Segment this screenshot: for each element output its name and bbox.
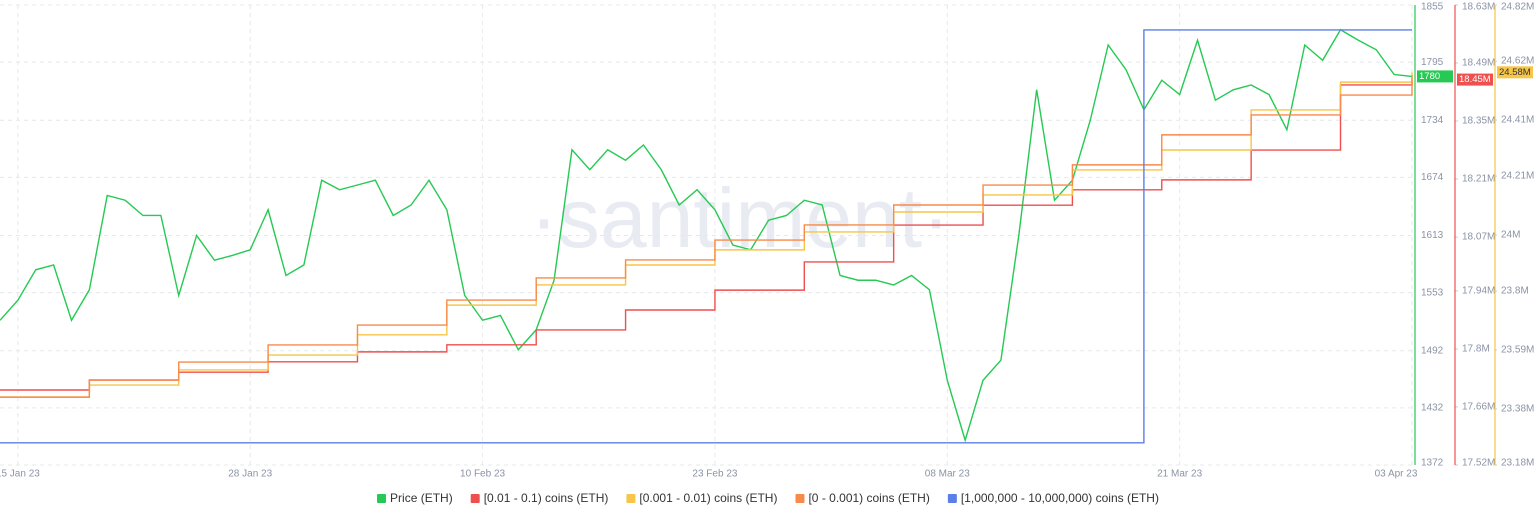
y-tick-label: 1553 — [1421, 287, 1444, 298]
x-tick-label: 21 Mar 23 — [1157, 469, 1202, 480]
y-tick-label: 24.41M — [1501, 115, 1534, 126]
legend-swatch — [626, 494, 636, 503]
y-tick-label: 23.38M — [1501, 404, 1534, 415]
y-tick-label: 1492 — [1421, 345, 1444, 356]
y-tick-label: 23.8M — [1501, 286, 1529, 297]
legend-label: [1,000,000 - 10,000,000) coins (ETH) — [961, 491, 1159, 505]
legend-label: [0.001 - 0.01) coins (ETH) — [639, 491, 777, 505]
legend-label: [0 - 0.001) coins (ETH) — [808, 491, 929, 505]
y-tick-label: 17.94M — [1462, 286, 1495, 297]
x-tick-label: 15 Jan 23 — [0, 469, 40, 480]
legend-label: [0.01 - 0.1) coins (ETH) — [484, 491, 609, 505]
x-tick-label: 23 Feb 23 — [692, 469, 737, 480]
value-badge-label: 24.58M — [1499, 67, 1531, 78]
y-tick-label: 18.63M — [1462, 2, 1495, 13]
series-line — [0, 29, 1412, 444]
y-tick-label: 18.49M — [1462, 58, 1495, 69]
y-tick-label: 17.8M — [1462, 344, 1490, 355]
value-badge — [1457, 73, 1493, 86]
x-tick-label: 10 Feb 23 — [460, 469, 505, 480]
y-tick-label: 23.18M — [1501, 458, 1534, 469]
y-tick-label: 17.66M — [1462, 402, 1495, 413]
value-badge-label: 18.45M — [1459, 74, 1491, 85]
y-tick-label: 1795 — [1421, 57, 1444, 68]
x-tick-label: 28 Jan 23 — [228, 469, 272, 480]
legend-swatch — [795, 494, 805, 503]
y-tick-label: 17.52M — [1462, 458, 1495, 469]
value-badge — [1497, 66, 1533, 79]
y-tick-label: 1372 — [1421, 458, 1444, 469]
y-tick-label: 18.35M — [1462, 116, 1495, 127]
y-tick-label: 18.21M — [1462, 174, 1495, 185]
y-tick-label: 24.62M — [1501, 56, 1534, 67]
x-tick-label: 08 Mar 23 — [925, 469, 970, 480]
value-badge — [1417, 70, 1453, 83]
legend-swatch — [947, 494, 957, 503]
y-tick-label: 1855 — [1421, 2, 1444, 13]
y-tick-label: 24M — [1501, 230, 1520, 241]
y-tick-label: 1734 — [1421, 115, 1444, 126]
y-tick-label: 1674 — [1421, 172, 1444, 183]
legend-swatch — [377, 494, 387, 503]
y-tick-label: 1613 — [1421, 230, 1444, 241]
y-tick-label: 23.59M — [1501, 345, 1534, 356]
y-tick-label: 1432 — [1421, 402, 1444, 413]
watermark: ·santiment· — [530, 171, 950, 265]
series-line — [0, 75, 1413, 398]
y-tick-label: 18.07M — [1462, 232, 1495, 243]
y-tick-label: 24.82M — [1501, 2, 1534, 13]
legend-label: Price (ETH) — [390, 491, 453, 505]
value-badge-label: 1780 — [1419, 71, 1440, 82]
legend: Price (ETH) [0.01 - 0.1) coins (ETH) [0.00… — [377, 491, 1159, 505]
y-tick-label: 24.21M — [1501, 171, 1534, 182]
x-tick-label: 03 Apr 23 — [1375, 469, 1418, 480]
series-line — [0, 28, 1413, 443]
legend-swatch — [470, 494, 480, 503]
